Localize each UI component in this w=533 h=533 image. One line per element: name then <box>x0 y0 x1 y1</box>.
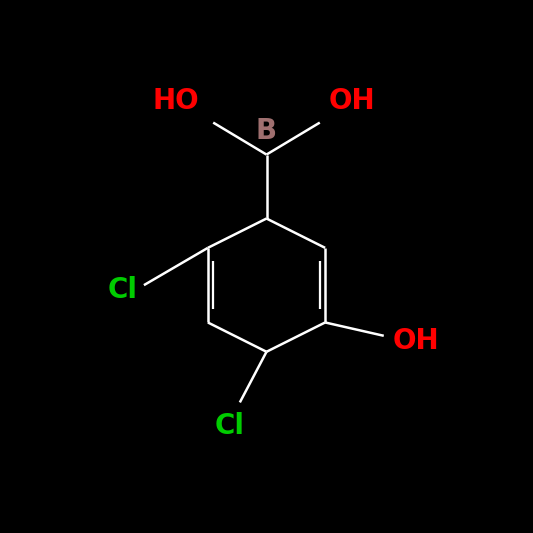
Text: HO: HO <box>152 87 199 115</box>
Text: Cl: Cl <box>214 413 244 440</box>
Text: Cl: Cl <box>108 277 138 304</box>
Text: OH: OH <box>392 327 439 355</box>
Text: B: B <box>256 117 277 144</box>
Text: OH: OH <box>328 87 375 115</box>
